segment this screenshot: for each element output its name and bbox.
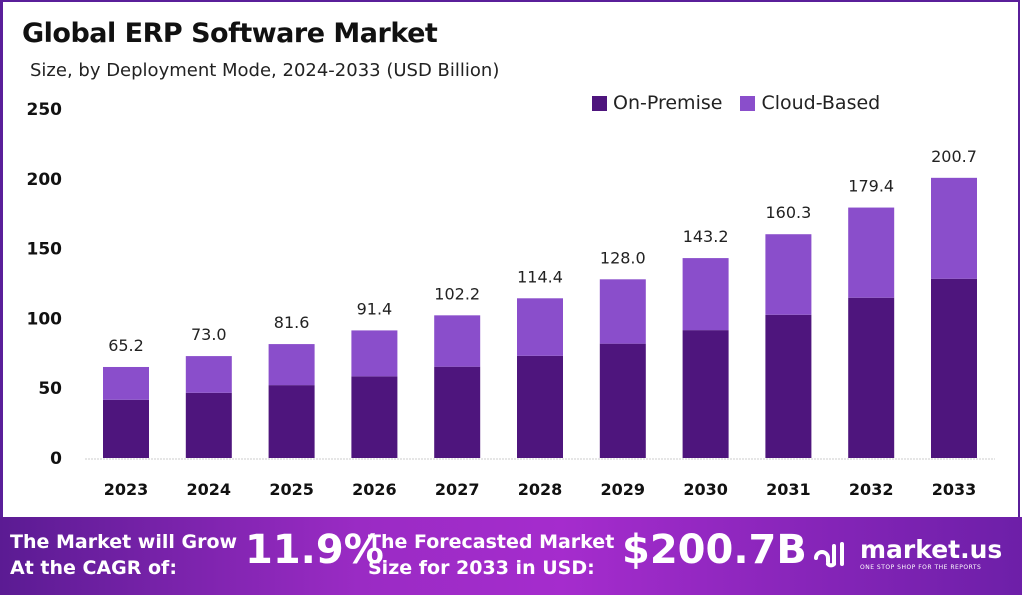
x-tick-label: 2024 [187,480,232,499]
x-tick-label: 2023 [104,480,149,499]
forecast-value: $200.7B [622,527,807,573]
x-tick-label: 2029 [601,480,646,499]
bar-cloud-based-2030 [682,258,729,331]
y-tick-label: 250 [27,100,63,120]
bar-chart: 0 50 100 150 200 250 65.2 2023 73.0 2024 81.6 2025 9… [27,100,995,499]
data-label-total: 143.2 [683,227,729,246]
y-tick-label: 200 [27,170,63,190]
cagr-label: The Market will Grow At the CAGR of: [10,531,238,579]
data-label-total: 102.2 [434,284,480,303]
forecast-label: The Forecasted Market Size for 2033 in US… [368,531,615,579]
bar-cloud-based-2023 [103,366,149,400]
bar-cloud-based-2031 [765,234,812,315]
chart-title: Global ERP Software Market [22,18,438,49]
bar-on-premise-2033 [931,278,977,458]
brand-name: market.us [860,535,1003,564]
bar-on-premise-2023 [103,399,149,458]
data-label-total: 200.7 [931,147,977,166]
data-label-total: 65.2 [108,336,144,355]
market-us-logo-icon [814,542,844,568]
y-tick-label: 50 [38,379,62,399]
legend-item-cloud-based: Cloud-Based [740,92,880,114]
bar-on-premise-2024 [185,392,232,458]
chart-subtitle: Size, by Deployment Mode, 2024-2033 (USD… [30,60,500,81]
bar-cloud-based-2025 [268,344,315,386]
x-tick-label: 2030 [683,480,728,499]
cagr-value: 11.9% [245,527,384,573]
x-tick-label: 2031 [766,480,811,499]
bar-on-premise-2030 [682,330,729,458]
x-tick-label: 2027 [435,480,480,499]
bar-on-premise-2029 [599,343,646,458]
x-tick-label: 2028 [518,480,563,499]
x-tick-label: 2026 [352,480,397,499]
bar-on-premise-2028 [517,355,563,458]
legend-swatch [592,95,607,111]
bar-on-premise-2027 [434,366,481,458]
bar-on-premise-2032 [848,297,895,458]
x-tick-label: 2033 [932,480,977,499]
y-tick-label: 100 [27,309,63,329]
bar-on-premise-2026 [351,376,398,458]
data-label-total: 179.4 [848,177,894,196]
data-label-total: 128.0 [600,248,646,267]
data-label-total: 81.6 [274,313,310,332]
y-tick-label: 150 [27,240,63,260]
chart-frame [0,0,1020,517]
data-label-total: 91.4 [357,299,393,318]
bar-on-premise-2031 [765,314,812,458]
bar-cloud-based-2028 [517,298,563,356]
data-label-total: 160.3 [765,203,811,222]
legend-label: Cloud-Based [761,92,881,114]
legend: On-Premise Cloud-Based [592,92,880,114]
bar-cloud-based-2026 [351,330,398,377]
legend-label: On-Premise [613,92,723,114]
legend-item-on-premise: On-Premise [592,92,722,114]
bar-on-premise-2025 [268,385,315,458]
legend-swatch [740,95,756,111]
y-tick-label: 0 [50,449,62,469]
bar-cloud-based-2024 [185,356,232,393]
bar-cloud-based-2032 [848,207,895,298]
bar-cloud-based-2029 [599,279,646,344]
x-tick-label: 2032 [849,480,894,499]
bar-cloud-based-2033 [931,177,977,279]
x-tick-label: 2025 [269,480,314,499]
bar-cloud-based-2027 [434,315,481,367]
brand-logo: market.us ONE STOP SHOP FOR THE REPORTS [812,535,1002,571]
data-label-total: 114.4 [517,267,563,286]
summary-banner: The Market will Grow At the CAGR of: 11.9… [0,517,1022,595]
brand-tagline: ONE STOP SHOP FOR THE REPORTS [860,564,982,571]
data-label-total: 73.0 [191,325,227,344]
